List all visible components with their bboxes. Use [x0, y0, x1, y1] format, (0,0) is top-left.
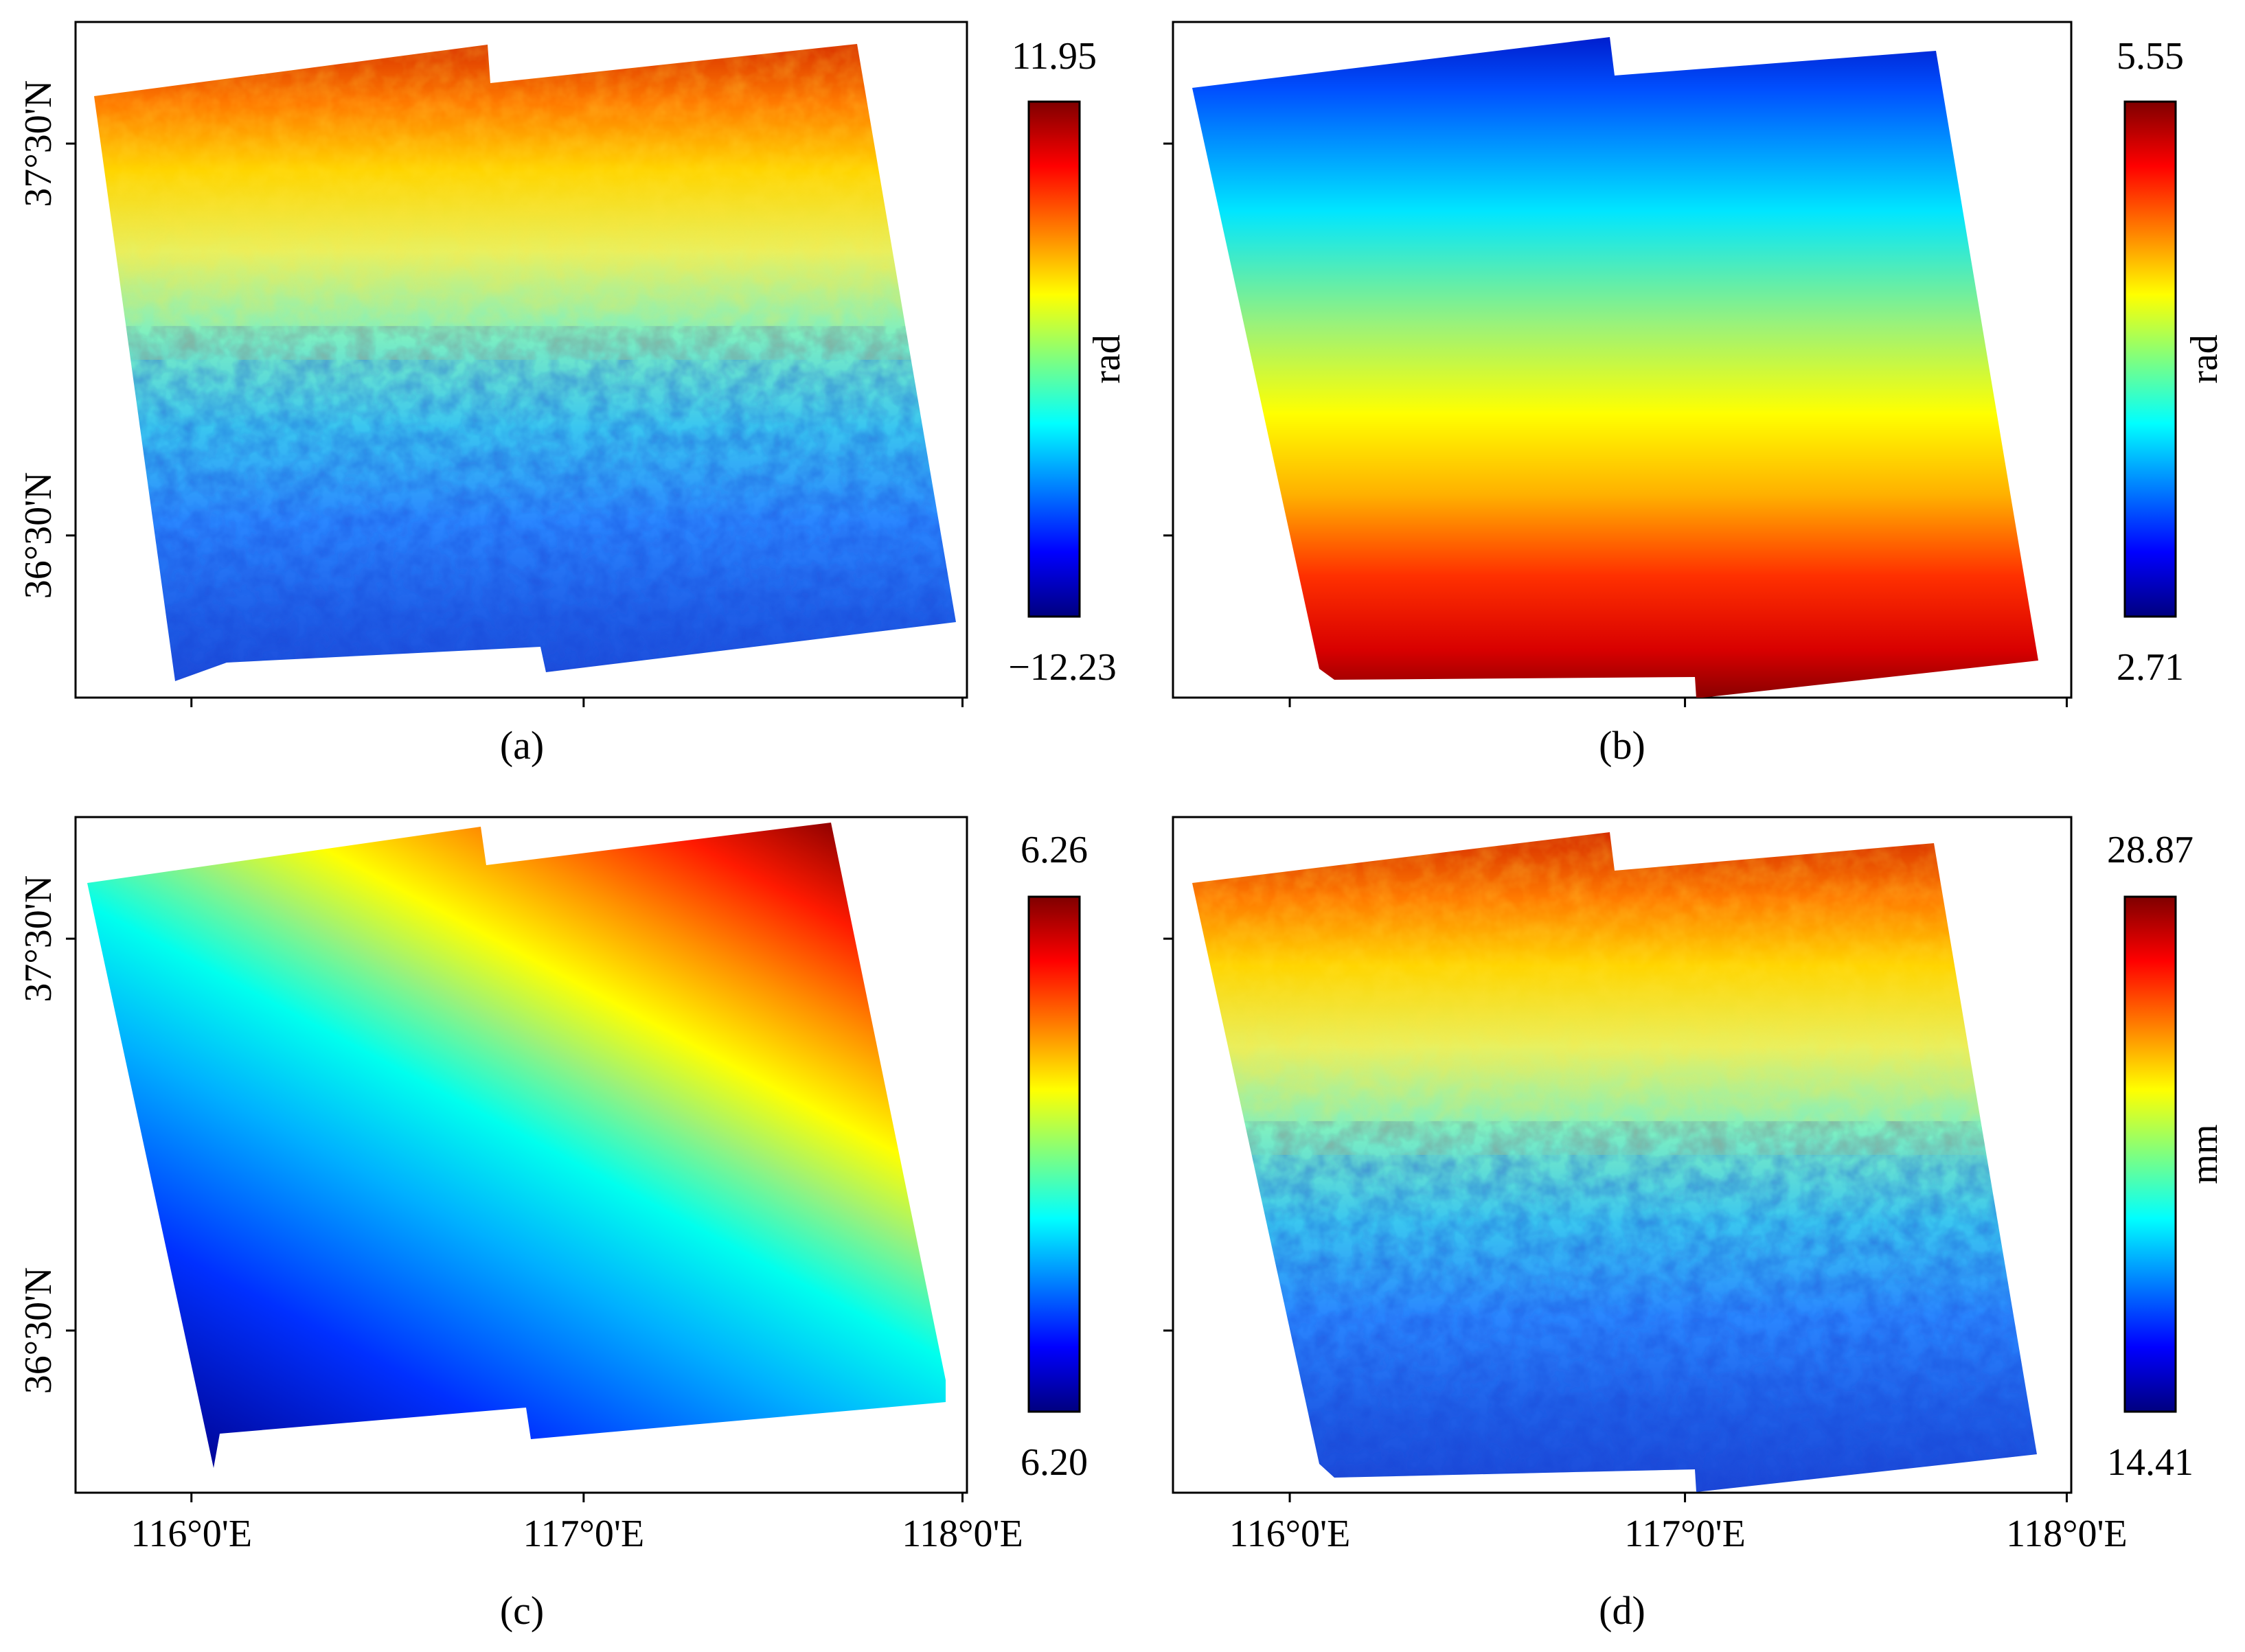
lon-tick-label: 116°0'E	[130, 1513, 252, 1555]
panel-c: 37°30'N 36°30'N 116°0'E 117°0'E 118°0'E 6.26 6…	[17, 816, 1088, 1633]
raster-texture-low	[1192, 1121, 2037, 1492]
lon-tick-label: 117°0'E	[523, 1513, 645, 1555]
raster-texture-high	[1192, 832, 2037, 1155]
lat-tick-label: 36°30'N	[17, 1267, 60, 1394]
panel-d: 116°0'E 117°0'E 118°0'E 28.87 14.41 mm (d)	[1163, 816, 2226, 1633]
raster-b	[1192, 37, 2038, 698]
raster-c	[87, 823, 946, 1468]
panel-caption: (b)	[1599, 723, 1645, 768]
colorbar-unit-label: rad	[2183, 334, 2226, 384]
raster-d	[1192, 832, 2037, 1492]
colorbar-min-label: 6.20	[1021, 1441, 1088, 1484]
lon-tick-label: 117°0'E	[1624, 1513, 1746, 1555]
colorbar-unit-label: rad	[1086, 334, 1128, 384]
raster-a	[94, 44, 956, 681]
panel-caption: (d)	[1599, 1588, 1645, 1633]
colorbar-min-label: 14.41	[2107, 1441, 2193, 1484]
lat-tick-label: 36°30'N	[17, 472, 60, 599]
colorbar-max-label: 28.87	[2107, 829, 2193, 871]
raster-field	[87, 823, 946, 1468]
panel-b: 5.55 2.71 rad (b)	[1163, 21, 2226, 768]
colorbar-min-label: −12.23	[1008, 646, 1117, 689]
raster-field	[1192, 37, 2038, 698]
panel-a: 37°30'N 36°30'N 11.95 −12.23 rad (a)	[17, 21, 1128, 768]
colorbar	[2123, 895, 2177, 1413]
colorbar-max-label: 11.95	[1012, 35, 1097, 78]
raster-texture-high	[94, 44, 956, 360]
lon-tick-label: 118°0'E	[2006, 1513, 2128, 1555]
colorbar	[1027, 100, 1081, 618]
colorbar-max-label: 5.55	[2117, 35, 2184, 78]
colorbar	[2123, 100, 2177, 618]
colorbar-unit-label: mm	[2183, 1124, 2226, 1184]
lon-tick-label: 118°0'E	[902, 1513, 1023, 1555]
colorbar	[1027, 895, 1081, 1413]
lon-tick-label: 116°0'E	[1229, 1513, 1351, 1555]
panel-caption: (c)	[500, 1588, 544, 1633]
lat-tick-label: 37°30'N	[17, 875, 60, 1002]
panel-caption: (a)	[500, 723, 544, 768]
raster-texture-low	[94, 325, 956, 681]
colorbar-min-label: 2.71	[2117, 646, 2184, 689]
colorbar-max-label: 6.26	[1021, 829, 1088, 871]
lat-tick-label: 37°30'N	[17, 80, 60, 207]
